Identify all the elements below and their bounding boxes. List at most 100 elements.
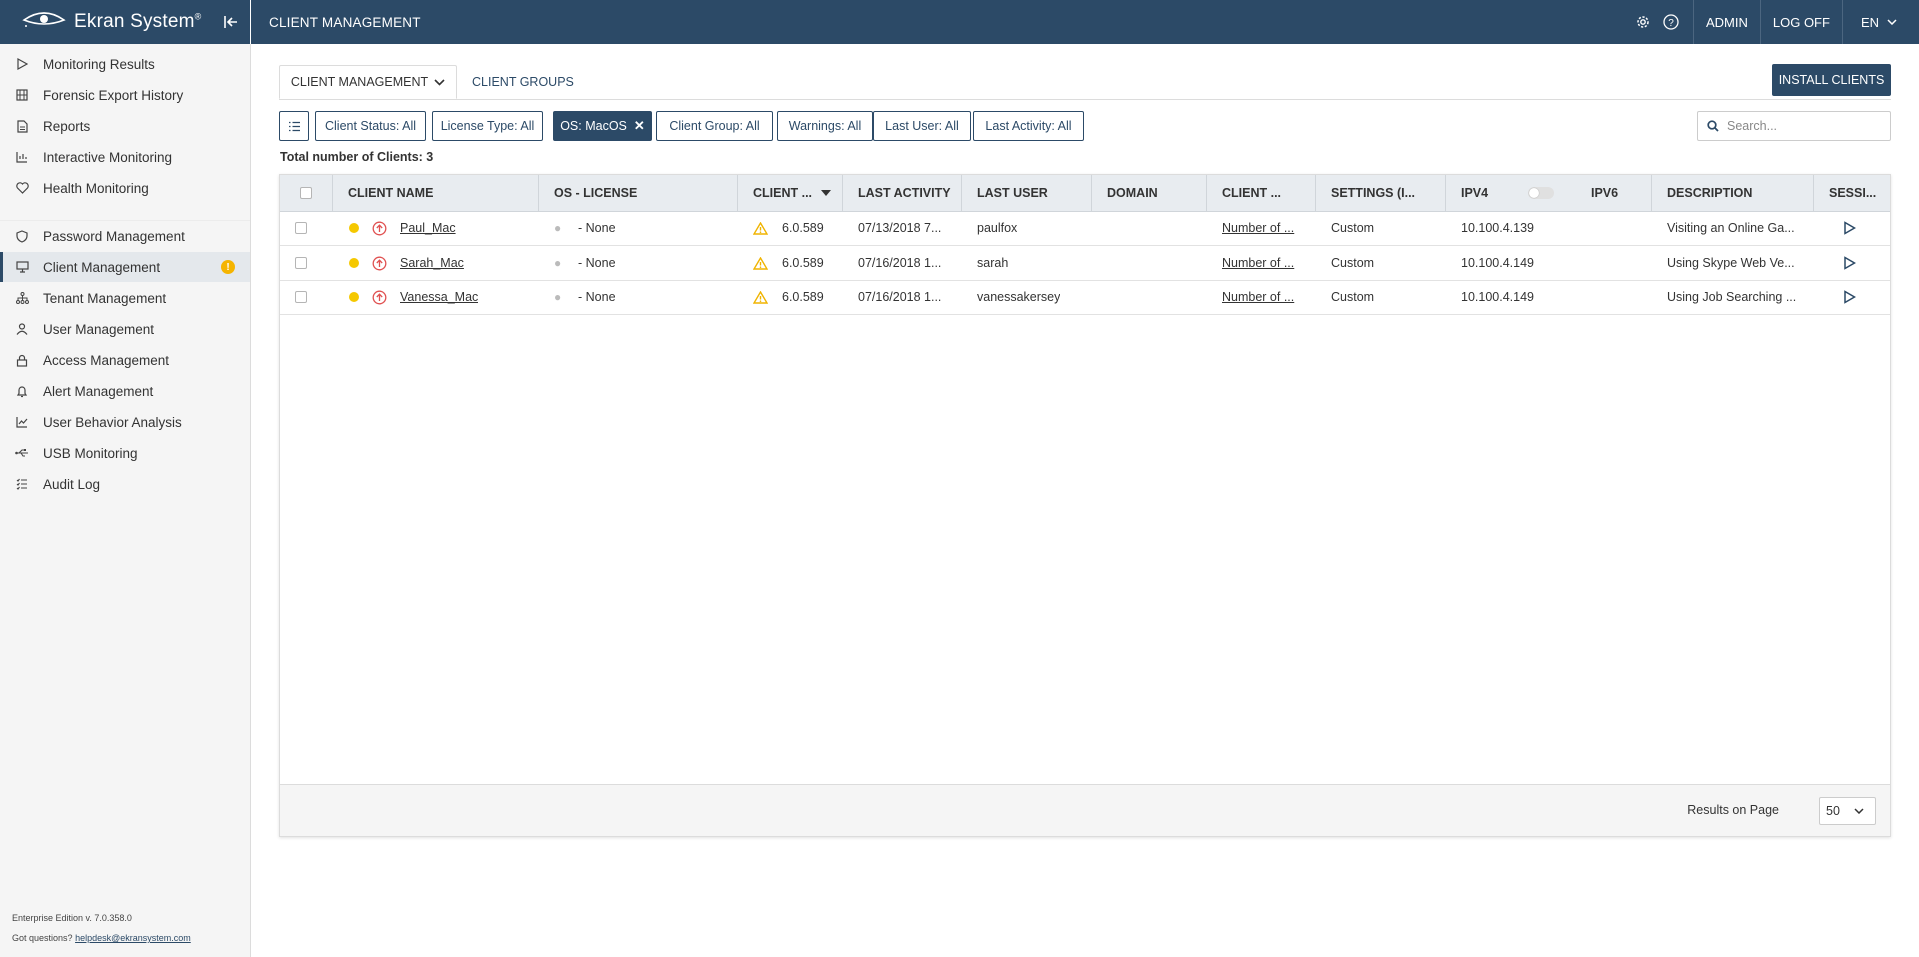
sidebar-item-alert-management[interactable]: Alert Management (0, 376, 250, 406)
help-icon[interactable]: ? (1657, 0, 1685, 44)
client-info-link[interactable]: Number of ... (1222, 221, 1295, 235)
row-checkbox-cell (295, 280, 307, 314)
status-dot-cell (349, 211, 359, 245)
sidebar-item-forensic-export-history[interactable]: Forensic Export History (0, 80, 250, 110)
sidebar-item-user-management[interactable]: User Management (0, 314, 250, 344)
filter-last-user[interactable]: Last User: All (873, 111, 971, 141)
ipv4-cell: 10.100.4.149 (1461, 290, 1534, 304)
client-name-link[interactable]: Paul_Mac (400, 221, 456, 235)
column-header-client-name[interactable]: CLIENT NAME (333, 175, 539, 211)
document-icon (14, 118, 30, 134)
hierarchy-icon (14, 290, 30, 306)
play-icon (1844, 221, 1856, 235)
client-info-link[interactable]: Number of ... (1222, 256, 1295, 270)
search-box (1697, 111, 1891, 141)
column-header-client-info[interactable]: CLIENT ... (1207, 175, 1316, 211)
table-row[interactable]: Paul_Mac ● - None 6.0.589 07/13/2018 7..… (280, 211, 1890, 246)
column-header-os-license[interactable]: OS - LICENSE (539, 175, 738, 211)
filter-last-activity[interactable]: Last Activity: All (973, 111, 1084, 141)
sidebar-item-password-management[interactable]: Password Management (0, 221, 250, 251)
sidebar-item-audit-log[interactable]: Audit Log (0, 469, 250, 499)
version-cell: 6.0.589 (782, 256, 824, 270)
column-header-ipv4[interactable]: IPV4 (1446, 175, 1652, 211)
filter-os[interactable]: OS: MacOS ✕ (553, 111, 652, 141)
select-all-checkbox[interactable] (300, 187, 312, 199)
gear-icon[interactable] (1629, 0, 1657, 44)
warning-icon-cell (753, 246, 768, 280)
remove-filter-icon[interactable]: ✕ (633, 118, 645, 133)
column-header-ipv6[interactable]: IPV6 (1576, 175, 1652, 211)
row-checkbox[interactable] (295, 291, 307, 303)
sidebar-item-monitoring-results[interactable]: Monitoring Results (0, 49, 250, 79)
settings-cell: Custom (1331, 256, 1375, 270)
sidebar-item-user-behavior-analysis[interactable]: User Behavior Analysis (0, 407, 250, 437)
column-header-description[interactable]: DESCRIPTION (1652, 175, 1814, 211)
play-session-button[interactable] (1843, 211, 1856, 245)
client-info-link[interactable]: Number of ... (1222, 290, 1295, 304)
install-clients-button[interactable]: INSTALL CLIENTS (1772, 64, 1891, 96)
client-name-link[interactable]: Sarah_Mac (400, 256, 464, 270)
admin-link[interactable]: ADMIN (1692, 0, 1760, 44)
column-chooser-button[interactable] (279, 111, 309, 141)
brand-name: Ekran System® (74, 11, 202, 32)
column-header-last-activity[interactable]: LAST ACTIVITY (843, 175, 962, 211)
settings-cell: Custom (1331, 290, 1375, 304)
sidebar-item-label: Reports (43, 118, 91, 134)
brand-bar: Ekran System® (0, 0, 250, 44)
results-per-page-label: Results on Page (1687, 803, 1779, 817)
play-session-button[interactable] (1843, 246, 1856, 280)
sidebar-item-tenant-management[interactable]: Tenant Management (0, 283, 250, 313)
chevron-down-icon (434, 78, 445, 86)
row-checkbox[interactable] (295, 257, 307, 269)
column-header-client-version[interactable]: CLIENT ... (738, 175, 843, 211)
table-row[interactable]: Vanessa_Mac ● - None 6.0.589 07/16/2018 … (280, 280, 1890, 315)
play-icon (1844, 256, 1856, 270)
search-icon (1707, 120, 1719, 132)
sidebar-item-reports[interactable]: Reports (0, 111, 250, 141)
filter-client-group[interactable]: Client Group: All (656, 111, 773, 141)
row-checkbox[interactable] (295, 222, 307, 234)
tab-client-groups[interactable]: CLIENT GROUPS (472, 75, 574, 89)
sidebar-item-health-monitoring[interactable]: Health Monitoring (0, 173, 250, 203)
license-cell: - None (578, 256, 616, 270)
os-icon-cell: ● (554, 280, 561, 314)
language-select[interactable]: EN (1841, 0, 1919, 44)
search-input[interactable] (1725, 118, 1889, 134)
ipv4-cell: 10.100.4.149 (1461, 256, 1534, 270)
svg-text:?: ? (1668, 18, 1674, 29)
tab-client-management[interactable]: CLIENT MANAGEMENT (279, 65, 457, 99)
help-email-link[interactable]: helpdesk@ekransystem.com (75, 933, 191, 943)
select-all-cell (280, 175, 333, 211)
filter-client-status[interactable]: Client Status: All (315, 111, 426, 141)
checklist-icon (14, 476, 30, 492)
list-icon (288, 121, 300, 131)
settings-cell: Custom (1331, 221, 1375, 235)
collapse-sidebar-icon[interactable] (220, 11, 242, 33)
column-header-session[interactable]: SESSI... (1829, 186, 1877, 200)
play-icon (1844, 290, 1856, 304)
status-dot-cell (349, 246, 359, 280)
results-per-page-value: 50 (1826, 804, 1840, 818)
play-icon (14, 56, 30, 72)
column-header-label: CLIENT ... (753, 186, 813, 200)
ip-toggle[interactable] (1528, 187, 1555, 199)
help-info: Got questions? helpdesk@ekransystem.com (12, 933, 191, 943)
results-per-page-select[interactable]: 50 (1819, 797, 1876, 825)
client-name-link[interactable]: Vanessa_Mac (400, 290, 479, 304)
filter-license-type[interactable]: License Type: All (432, 111, 543, 141)
warning-icon (753, 290, 768, 304)
column-header-domain[interactable]: DOMAIN (1092, 175, 1207, 211)
table-row[interactable]: Sarah_Mac ● - None 6.0.589 07/16/2018 1.… (280, 246, 1890, 281)
sidebar-item-label: Interactive Monitoring (43, 149, 173, 165)
sidebar-item-access-management[interactable]: Access Management (0, 345, 250, 375)
column-header-last-user[interactable]: LAST USER (962, 175, 1092, 211)
column-header-settings[interactable]: SETTINGS (I... (1316, 175, 1446, 211)
filter-warnings[interactable]: Warnings: All (777, 111, 873, 141)
sidebar-item-usb-monitoring[interactable]: USB Monitoring (0, 438, 250, 468)
play-session-button[interactable] (1843, 280, 1856, 314)
last-activity-cell: 07/16/2018 1... (858, 290, 942, 304)
sidebar-item-interactive-monitoring[interactable]: Interactive Monitoring (0, 142, 250, 172)
sidebar-item-client-management[interactable]: Client Management ! (0, 252, 250, 282)
logoff-link[interactable]: LOG OFF (1759, 0, 1842, 44)
apple-icon: ● (554, 221, 562, 235)
